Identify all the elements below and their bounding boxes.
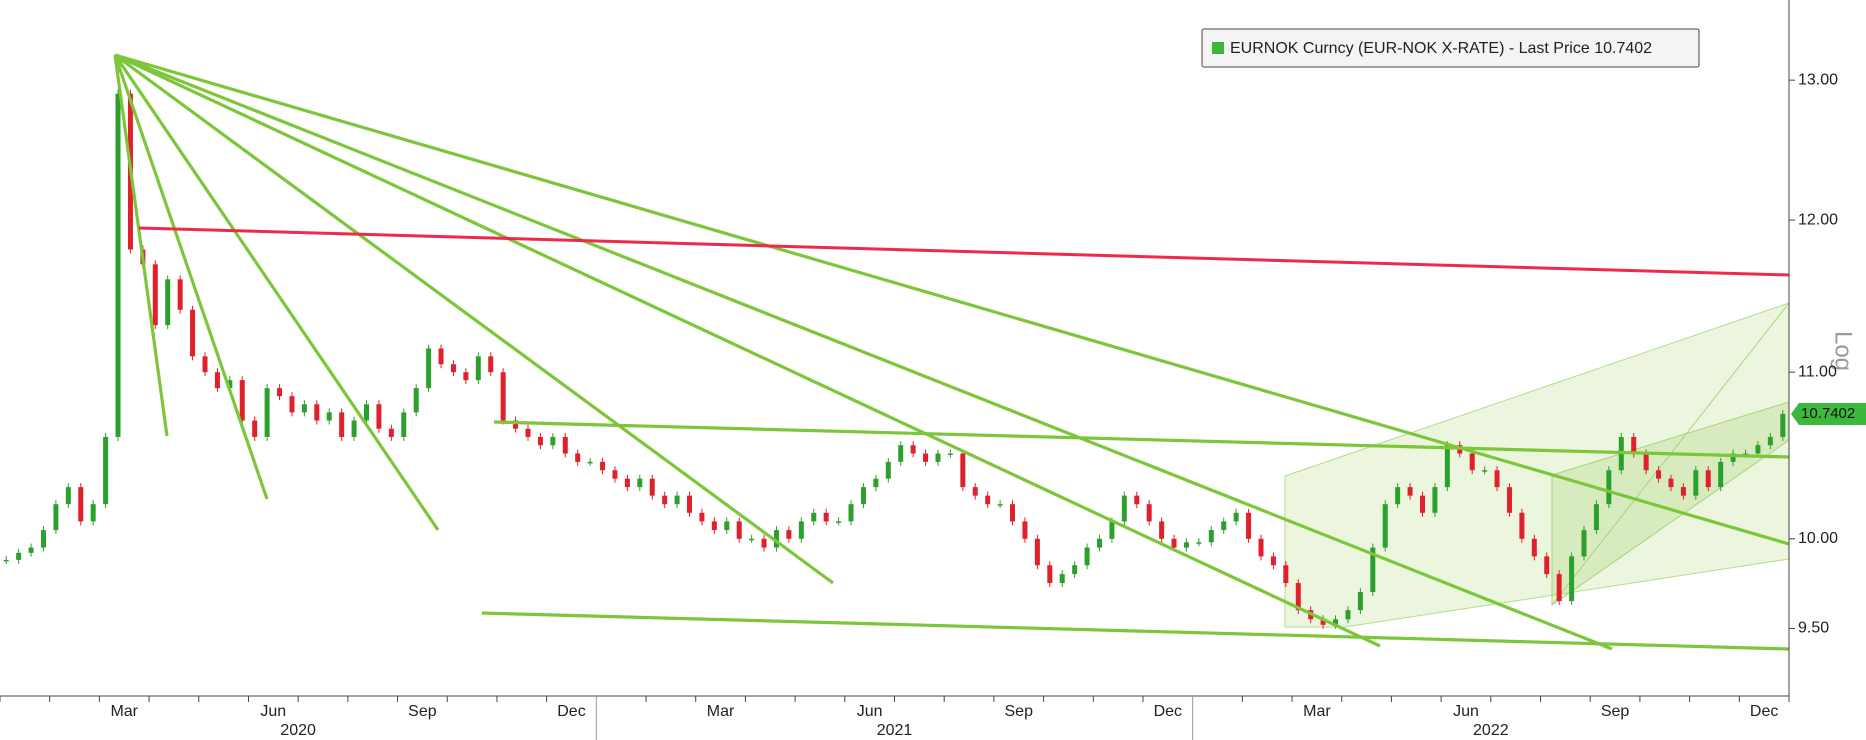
x-tick-label: Jun xyxy=(260,703,286,720)
y-axis-label: Log xyxy=(1830,331,1857,371)
trend-line xyxy=(114,53,1790,546)
year-label: 2022 xyxy=(1473,722,1509,739)
trend-line xyxy=(114,53,834,585)
year-label: 2020 xyxy=(280,722,316,739)
y-tick-label: 9.50 xyxy=(1798,620,1829,637)
annotation-channels xyxy=(1284,302,1790,628)
y-tick-label: 13.00 xyxy=(1798,71,1838,88)
y-tick-label: 11.00 xyxy=(1798,363,1837,380)
legend-swatch xyxy=(1212,42,1224,54)
legend-box xyxy=(1201,28,1700,68)
legend-label: EURNOK Curncy (EUR-NOK X-RATE) - Last Pr… xyxy=(1230,40,1652,57)
x-tick-label: Dec xyxy=(557,703,585,720)
x-tick-label: Dec xyxy=(1750,703,1778,720)
year-label: 2021 xyxy=(877,722,913,739)
resistance-line xyxy=(138,226,1790,277)
x-tick-label: Sep xyxy=(408,703,437,720)
last-price-label: 10.7402 xyxy=(1801,405,1855,422)
x-tick-label: Mar xyxy=(707,703,735,720)
x-tick-label: Sep xyxy=(1601,703,1630,720)
x-tick-label: Dec xyxy=(1154,703,1182,720)
trend-line xyxy=(114,53,1381,648)
trend-line xyxy=(481,611,1790,651)
legend: EURNOK Curncy (EUR-NOK X-RATE) - Last Pr… xyxy=(1201,28,1700,68)
candles xyxy=(3,89,1786,629)
trend-line xyxy=(493,420,1790,459)
trend-line xyxy=(113,54,269,500)
x-tick-label: Mar xyxy=(1303,703,1331,720)
x-tick-label: Jun xyxy=(1453,703,1479,720)
x-tick-label: Sep xyxy=(1005,703,1034,720)
y-tick-label: 12.00 xyxy=(1798,211,1838,228)
trend-line xyxy=(114,53,1613,651)
x-tick-label: Mar xyxy=(110,703,138,720)
x-tick-label: Jun xyxy=(857,703,883,720)
trend-lines xyxy=(113,53,1790,651)
last-price-tag xyxy=(1791,402,1866,425)
trend-line xyxy=(113,54,440,531)
trend-line xyxy=(113,54,169,437)
y-tick-label: 10.00 xyxy=(1798,530,1838,547)
